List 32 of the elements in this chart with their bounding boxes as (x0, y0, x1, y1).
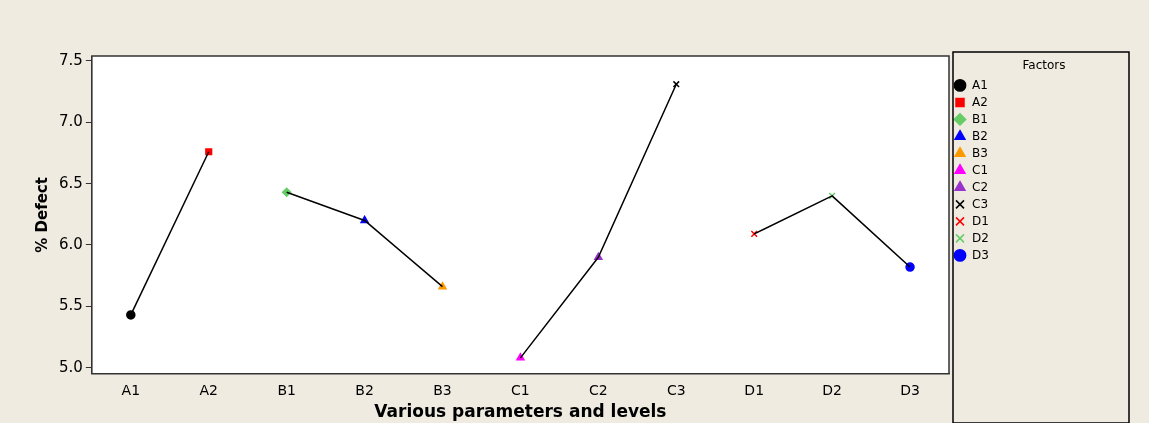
legend-title: Factors (1022, 58, 1066, 73)
x-tick-label: D3 (900, 381, 920, 398)
legend-label: B2 (972, 128, 988, 143)
legend-label: A2 (972, 94, 988, 109)
x-tick-label: C3 (666, 381, 686, 398)
y-tick-label: 7.5 (59, 50, 83, 69)
x-tick-label: B2 (355, 381, 374, 398)
x-axis-title: Various parameters and levels (374, 401, 667, 422)
x-tick-label: D1 (744, 381, 765, 398)
x-tick-label: A2 (199, 381, 218, 398)
legend-label: C2 (972, 179, 989, 194)
legend-label: B1 (972, 111, 988, 126)
x-tick-label: A1 (121, 381, 141, 398)
point (126, 310, 136, 320)
x-tick-label: B1 (277, 381, 296, 398)
legend-label: D3 (972, 247, 989, 262)
legend-label: D2 (972, 230, 989, 245)
legend-label: D1 (972, 213, 989, 228)
x-tick-label: D2 (822, 381, 842, 398)
legend-label: C1 (972, 162, 989, 177)
legend-label: B3 (972, 145, 988, 160)
y-tick-label: 5.5 (59, 296, 83, 315)
legend-label: A1 (972, 77, 988, 92)
legend-label: C3 (972, 196, 989, 211)
x-tick-label: C1 (511, 381, 530, 398)
y-tick-label: 7.0 (59, 112, 83, 131)
y-tick-label: 6.0 (59, 234, 83, 253)
x-tick-label: B3 (433, 381, 452, 398)
y-tick-label: 6.5 (59, 173, 83, 192)
y-tick-label: 5.0 (59, 357, 83, 376)
y-axis-title: % Defect (32, 177, 51, 253)
x-tick-label: C2 (589, 381, 608, 398)
